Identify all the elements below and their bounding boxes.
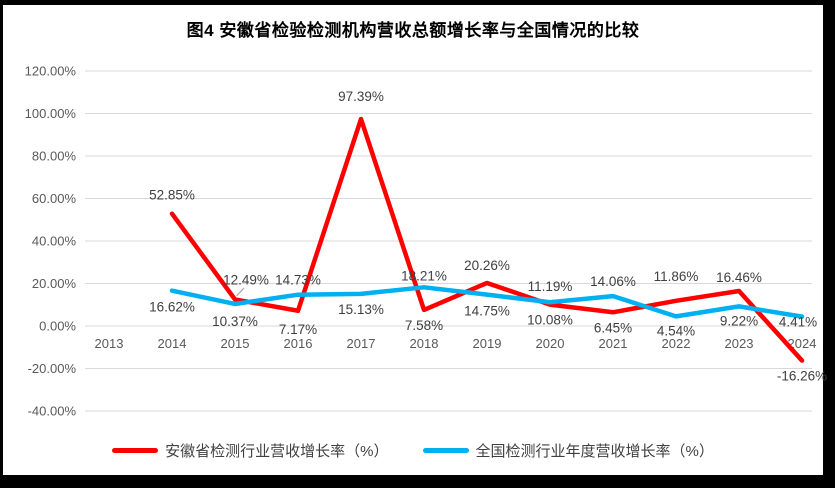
data-label-national: 4.54% xyxy=(657,323,695,338)
x-tick-label: 2017 xyxy=(347,336,376,351)
legend-swatch-national xyxy=(422,448,469,453)
x-tick-label: 2019 xyxy=(473,336,502,351)
data-label-national: 14.73% xyxy=(275,273,321,288)
y-tick-label: 40.00% xyxy=(32,234,77,249)
data-label-anhui: 20.26% xyxy=(464,258,510,273)
y-tick-label: 20.00% xyxy=(32,276,77,291)
data-label-anhui: 6.45% xyxy=(594,320,632,335)
x-tick-label: 2018 xyxy=(410,336,439,351)
x-tick-label: 2020 xyxy=(536,336,565,351)
x-tick-label: 2014 xyxy=(158,336,187,351)
y-tick-label: 120.00% xyxy=(25,64,77,79)
data-label-national: 11.19% xyxy=(528,279,573,294)
legend-label-anhui: 安徽省检测行业营收增长率（%） xyxy=(165,443,389,460)
chart-title: 图4 安徽省检验检测机构营收总额增长率与全国情况的比较 xyxy=(186,21,640,40)
data-label-anhui: 12.49% xyxy=(223,272,269,287)
y-tick-label: 80.00% xyxy=(32,149,77,164)
data-label-national: 15.13% xyxy=(338,302,384,317)
x-tick-label: 2013 xyxy=(95,336,124,351)
data-label-national: 4.41% xyxy=(779,315,817,330)
x-tick-label: 2021 xyxy=(599,336,628,351)
chart-canvas xyxy=(3,5,823,475)
data-label-anhui: 7.17% xyxy=(279,322,317,337)
x-tick-label: 2024 xyxy=(788,336,817,351)
data-label-national: 14.06% xyxy=(590,274,636,289)
y-tick-label: -40.00% xyxy=(28,404,77,419)
leader-line xyxy=(236,287,245,297)
x-tick-label: 2015 xyxy=(221,336,250,351)
data-label-anhui: -16.26% xyxy=(777,369,827,384)
data-label-national: 10.37% xyxy=(212,314,258,329)
y-tick-label: 60.00% xyxy=(32,191,77,206)
legend-item-national: 全国检测行业年度营收增长率（%） xyxy=(422,440,714,461)
x-tick-label: 2022 xyxy=(662,336,691,351)
data-label-national: 16.62% xyxy=(149,300,195,315)
legend-swatch-anhui xyxy=(112,448,159,453)
data-label-national: 9.22% xyxy=(720,313,758,328)
data-label-anhui: 7.58% xyxy=(405,318,443,333)
y-tick-label: 0.00% xyxy=(39,319,76,334)
data-label-anhui: 52.85% xyxy=(149,188,195,203)
data-label-anhui: 16.46% xyxy=(716,270,762,285)
legend-label-national: 全国检测行业年度营收增长率（%） xyxy=(475,443,714,460)
x-tick-label: 2023 xyxy=(725,336,754,351)
series-line-anhui xyxy=(169,116,805,363)
data-label-anhui: 97.39% xyxy=(338,89,384,104)
data-label-national: 14.75% xyxy=(464,304,510,319)
data-label-national: 18.21% xyxy=(401,268,447,283)
legend-item-anhui: 安徽省检测行业营收增长率（%） xyxy=(112,440,389,461)
chart-legend: 安徽省检测行业营收增长率（%） 全国检测行业年度营收增长率（%） xyxy=(3,440,823,461)
data-label-anhui: 10.08% xyxy=(527,313,573,328)
data-label-anhui: 11.86% xyxy=(654,269,699,284)
x-tick-label: 2016 xyxy=(284,336,313,351)
y-tick-label: 100.00% xyxy=(25,106,77,121)
y-tick-label: -20.00% xyxy=(28,361,77,376)
series-line-national xyxy=(169,285,805,319)
